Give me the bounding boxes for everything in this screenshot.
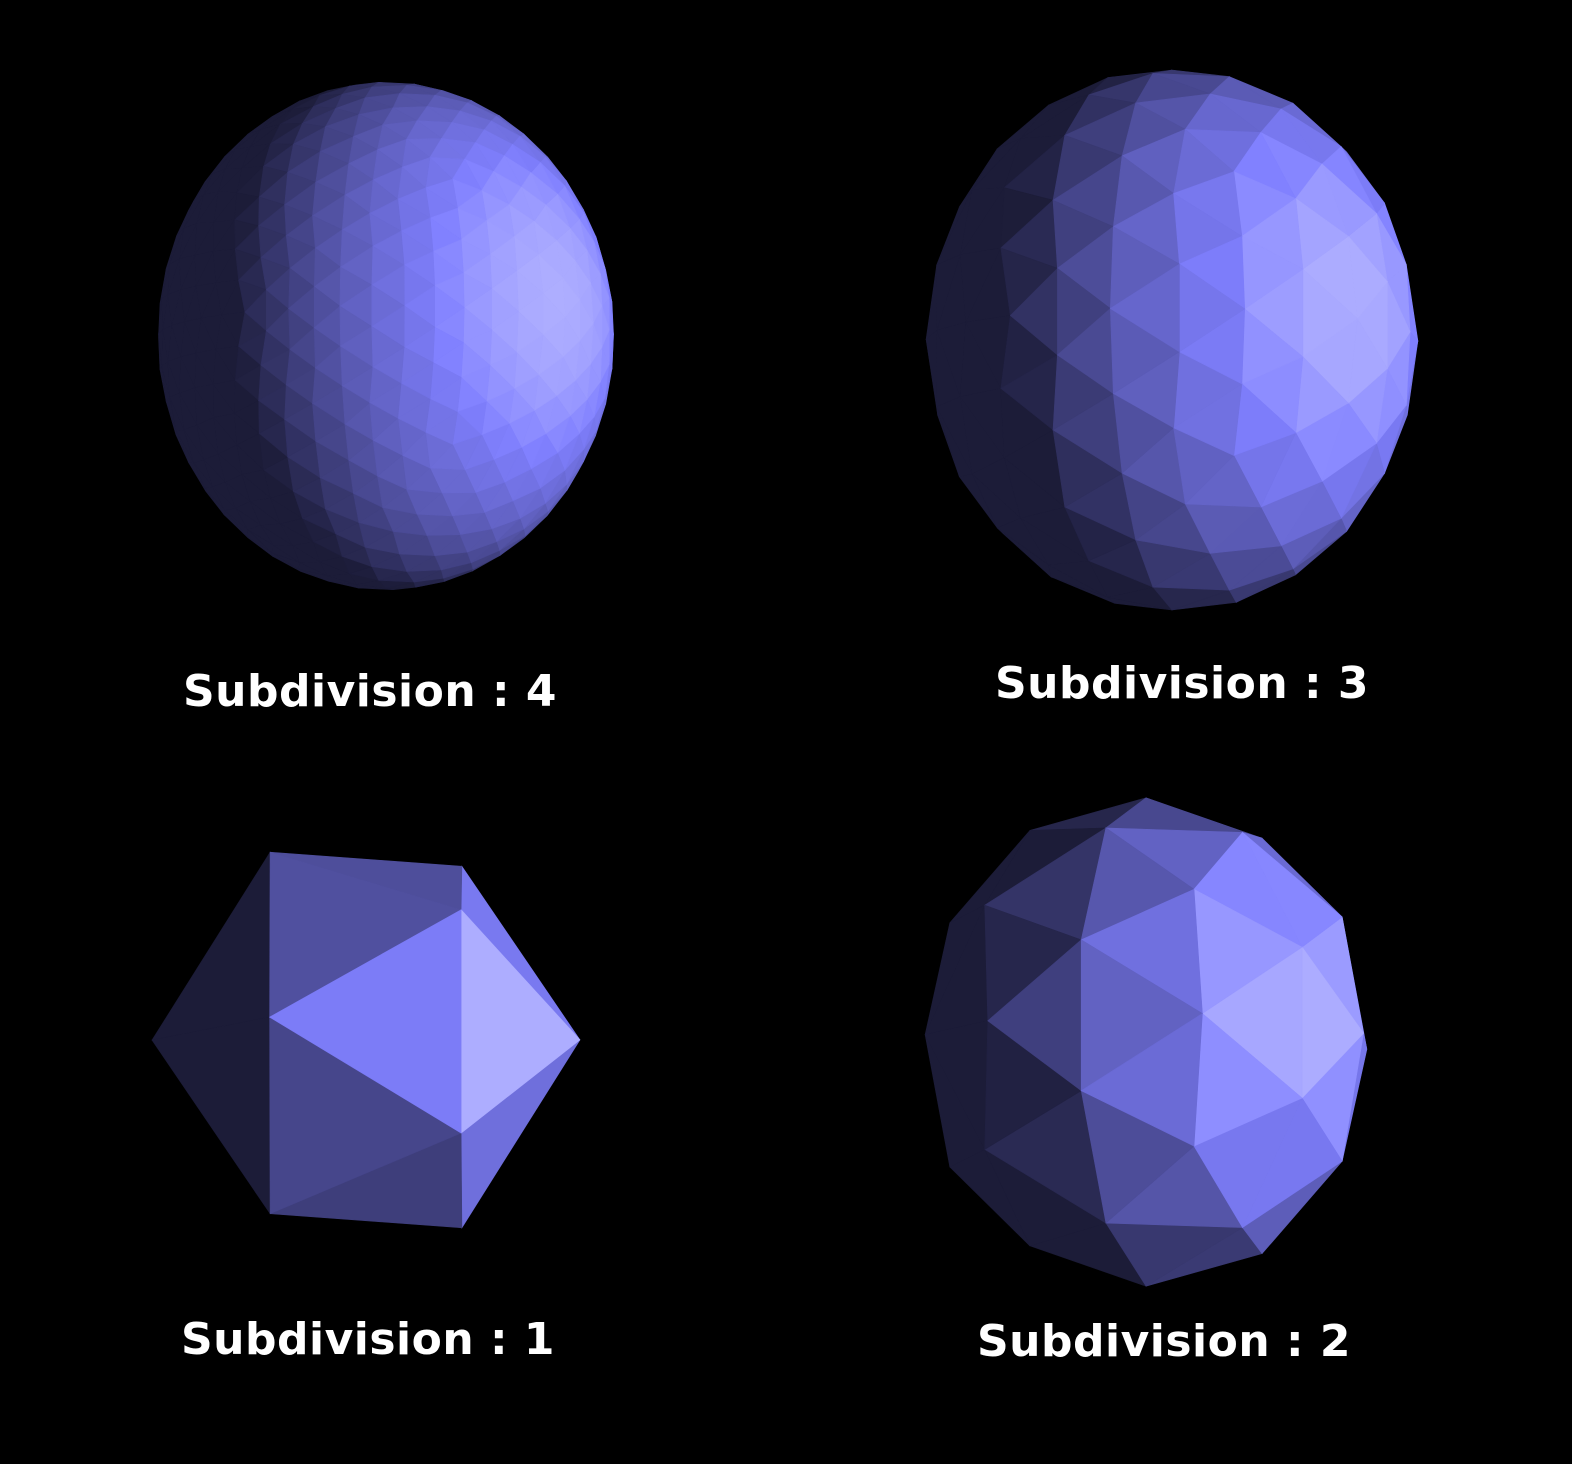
mesh-face: [1105, 797, 1243, 833]
mesh-face: [1109, 263, 1180, 353]
mesh-face: [371, 325, 405, 368]
mesh-face: [1080, 1012, 1203, 1147]
mesh-face: [269, 909, 462, 1134]
caption-subdiv-4: Subdivision : 4: [182, 666, 558, 717]
caption-subdiv-2: Subdivision : 2: [976, 1316, 1352, 1367]
caption-subdiv-3: Subdivision : 3: [994, 658, 1370, 709]
caption-subdiv-1: Subdivision : 1: [180, 1314, 556, 1365]
